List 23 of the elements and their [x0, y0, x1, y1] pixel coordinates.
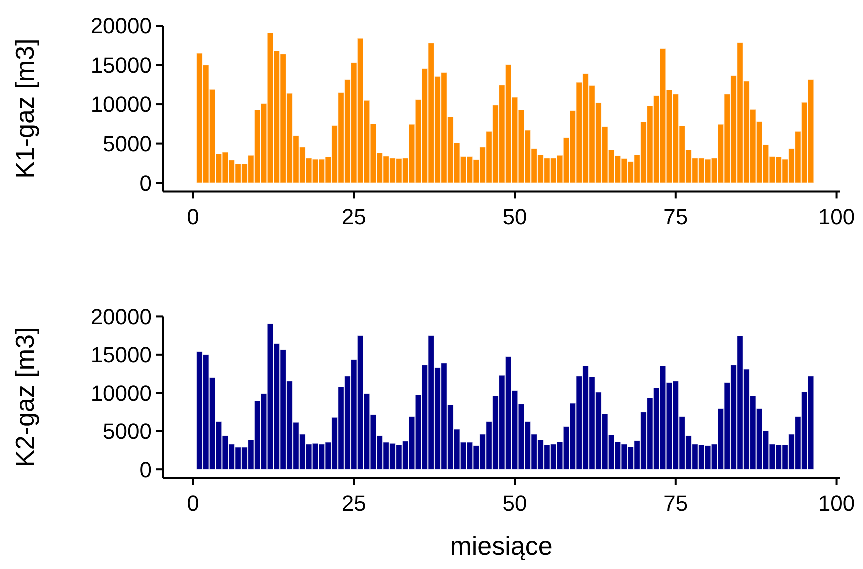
y-tick-label: 20000: [90, 304, 152, 330]
x-tick-label: 100: [818, 204, 856, 230]
y-tick-label: 15000: [90, 52, 152, 78]
x-tick-label: 0: [187, 204, 200, 230]
y-tick-label: 0: [140, 170, 152, 196]
y-axis-title: K1-gaz [m3]: [10, 38, 40, 179]
x-tick-label: 75: [664, 204, 688, 230]
y-tick-label: 5000: [103, 419, 152, 444]
x-tick-label: 50: [502, 204, 528, 230]
x-tick-label: 25: [342, 204, 366, 230]
x-tick-label: 75: [664, 491, 688, 516]
x-axis-title: miesiące: [450, 531, 553, 561]
y-tick-label: 5000: [103, 131, 152, 156]
x-tick-label: 50: [502, 491, 528, 516]
y-tick-label: 10000: [90, 380, 152, 406]
x-tick-label: 0: [187, 491, 200, 516]
y-axis-title: K2-gaz [m3]: [10, 327, 40, 468]
x-tick-label: 25: [342, 491, 366, 516]
x-tick-label: 100: [818, 491, 856, 516]
y-tick-label: 15000: [90, 342, 152, 368]
y-tick-label: 0: [140, 457, 152, 482]
y-tick-label: 20000: [90, 14, 152, 39]
y-tick-label: 10000: [90, 92, 152, 118]
